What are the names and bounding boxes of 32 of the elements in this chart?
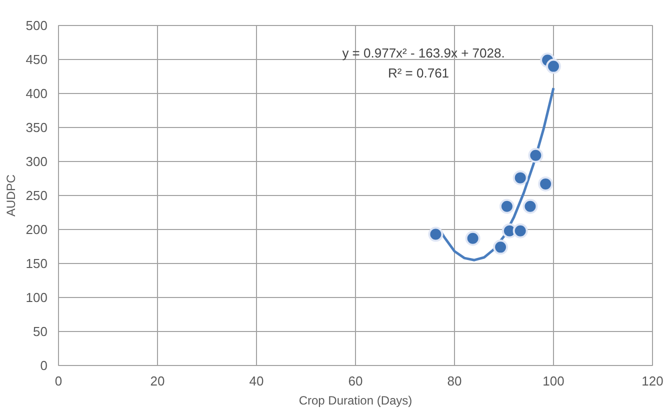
y-tick-label: 50 [33, 324, 48, 339]
y-tick-label: 400 [26, 86, 48, 101]
point [465, 230, 480, 246]
x-tick-label: 80 [447, 374, 462, 388]
y-tick-label: 250 [26, 188, 48, 203]
annotation: R² = 0.761 [388, 66, 450, 80]
y-tick-label: 500 [26, 18, 48, 33]
x-axis-title: Crop Duration (Days) [298, 394, 412, 408]
point [512, 170, 528, 186]
x-tick-label: 100 [542, 374, 564, 388]
annotation: y = 0.977x² - 163.9x + 7028. [342, 46, 505, 60]
y-tick-label: 0 [40, 358, 48, 373]
point [538, 176, 554, 192]
y-tick-label: 200 [26, 222, 48, 237]
point [493, 240, 508, 255]
x-tick-label: 20 [150, 374, 165, 388]
point [428, 226, 444, 242]
x-tick-label: 0 [54, 374, 62, 388]
x-tick-label: 120 [642, 374, 664, 388]
y-tick-label: 150 [26, 256, 48, 271]
y-tick-label: 100 [26, 290, 48, 305]
point [522, 198, 538, 214]
point [499, 198, 514, 214]
x-tick-label: 40 [249, 374, 264, 388]
point [528, 148, 544, 163]
y-tick-label: 450 [26, 52, 48, 67]
y-tick-label: 350 [26, 120, 48, 135]
y-tick-label: 300 [26, 154, 48, 169]
x-tick-label: 60 [348, 374, 363, 388]
point [546, 58, 561, 74]
y-axis-title: AUDPC [4, 174, 18, 217]
point [512, 223, 528, 238]
